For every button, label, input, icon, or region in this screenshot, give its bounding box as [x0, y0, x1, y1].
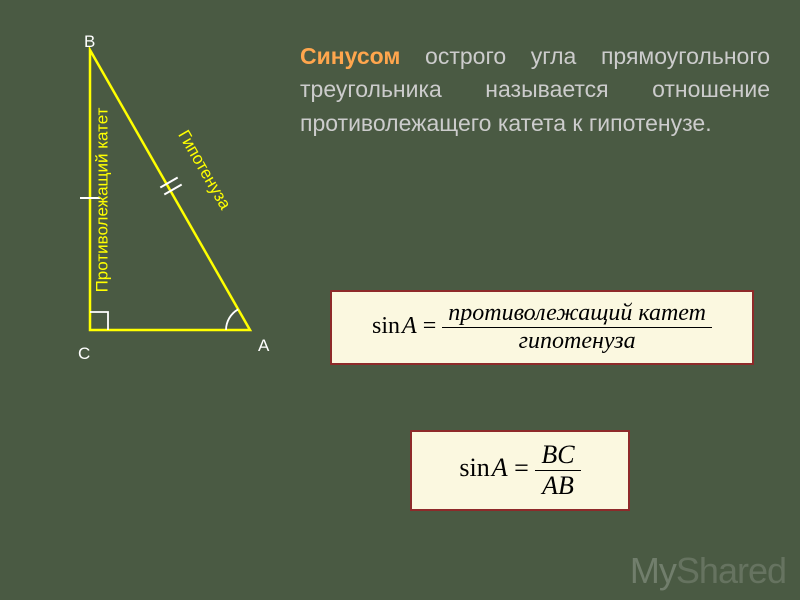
f1-den: гипотенуза	[442, 327, 712, 355]
f1-num: противолежащий катет	[442, 300, 712, 327]
triangle-svg	[20, 30, 280, 370]
vertex-C: C	[78, 344, 90, 364]
watermark-my: My	[630, 550, 676, 591]
f1-fn: sin	[372, 313, 400, 339]
f1-arg: A	[402, 313, 417, 339]
triangle-diagram: Противолежащий катет Гипотенуза B A C	[20, 30, 280, 360]
watermark: MyShared	[630, 550, 786, 592]
f2-num: BC	[535, 440, 580, 470]
f2-den: AB	[535, 470, 580, 501]
formula-letters: sinA = BCAB	[410, 430, 630, 511]
definition-text: Синусом острого угла прямоугольного треу…	[300, 40, 770, 140]
watermark-shared: Shared	[676, 550, 786, 591]
vertex-B: B	[84, 32, 95, 52]
definition-lead: Синусом	[300, 43, 400, 69]
f2-fn: sin	[459, 453, 489, 482]
f1-eq: =	[417, 313, 443, 339]
formula-words: sinA = противолежащий катетгипотенуза	[330, 290, 754, 365]
f2-eq: =	[508, 453, 536, 482]
vertex-A: A	[258, 336, 269, 356]
f2-arg: A	[492, 453, 508, 482]
side-label-opposite: Противолежащий катет	[92, 108, 112, 293]
